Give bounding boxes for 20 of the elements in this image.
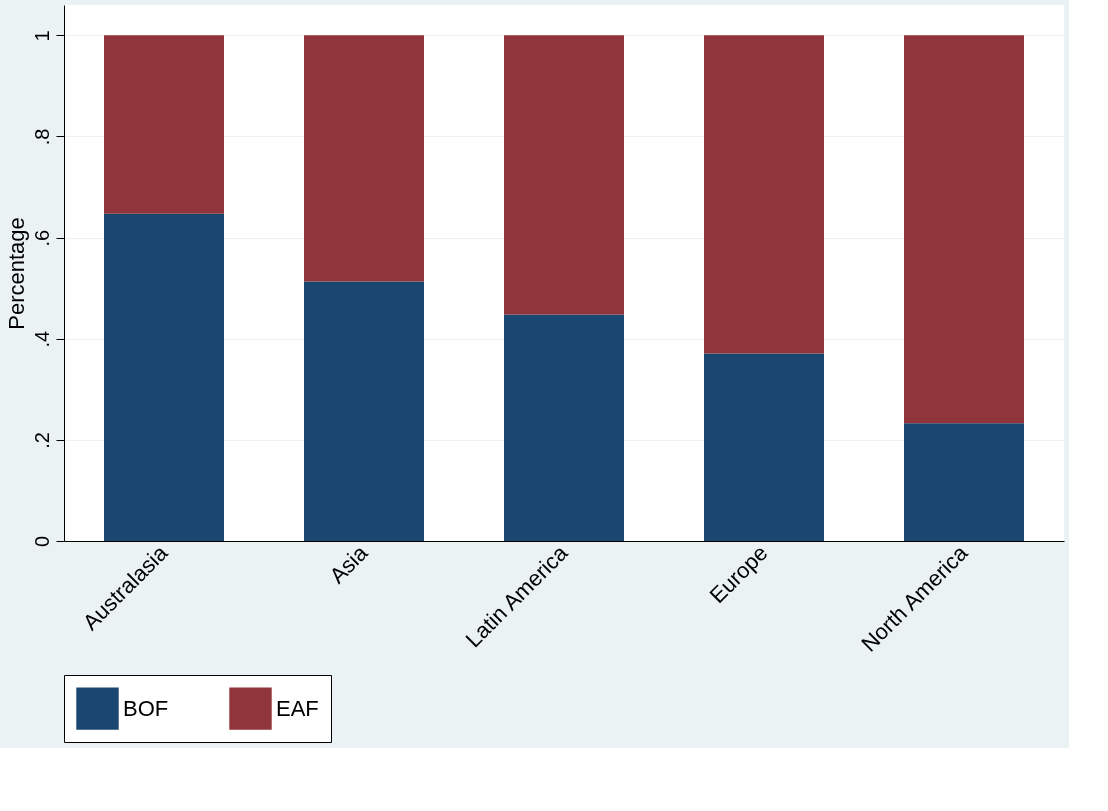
y-tick-label: .2 — [30, 432, 53, 449]
bar — [904, 423, 1024, 541]
bar — [504, 314, 624, 541]
y-tick-label: 0 — [30, 535, 53, 548]
legend-label: EAF — [276, 695, 319, 721]
bar — [304, 281, 424, 541]
bar — [704, 353, 824, 541]
bar — [104, 35, 224, 214]
y-tick-label: .8 — [30, 128, 53, 146]
bar — [704, 35, 824, 354]
y-axis-title: Percentage — [3, 217, 29, 330]
y-tick-label: .6 — [30, 229, 53, 247]
bar — [304, 35, 424, 282]
x-tick-label: Asia — [324, 539, 374, 589]
bar — [504, 35, 624, 315]
legend-label: BOF — [123, 695, 169, 721]
bar — [904, 35, 1024, 424]
y-tick-label: .4 — [30, 330, 53, 348]
y-tick-label: 1 — [30, 30, 53, 42]
bar — [104, 213, 224, 541]
